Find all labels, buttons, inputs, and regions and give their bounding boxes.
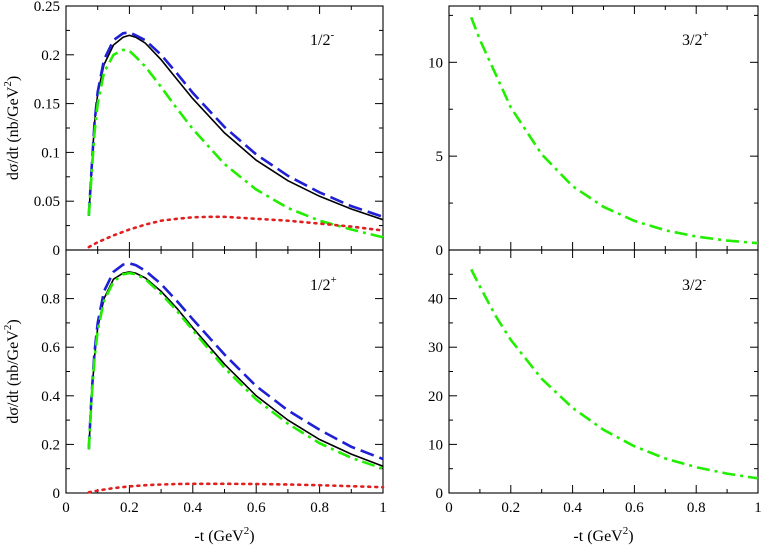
series-line-dashdot [469, 16, 759, 245]
panel-top-left: 0 0.05 0.1 0.15 0.2 0.25 1/2- dσ/dt (nb/GeV2) [2, 0, 385, 259]
x-tick-label: 0.6 [247, 500, 266, 516]
series-line-dashed [87, 262, 384, 461]
y-tick-label: 0 [436, 486, 444, 502]
x-axis-label: -t (GeV2) [573, 525, 633, 545]
panel-bottom-left: 0 0.2 0.4 0.6 0.8 1 0 0.2 0.4 0.6 0.8 1/2+ dσ/dt (nb… [2, 249, 387, 545]
x-tick-label: 0.8 [310, 500, 329, 516]
x-tick-label: 0.4 [183, 500, 202, 516]
panel-label: 3/2- [682, 274, 706, 294]
y-tick-label: 0 [53, 486, 61, 502]
y-axis-label: dσ/dt (nb/GeV2) [2, 319, 22, 423]
y-tick-label: 20 [428, 389, 443, 405]
x-tick-label: 1 [754, 500, 762, 516]
y-tick-label: 0.25 [34, 0, 60, 15]
y-tick-label: 10 [428, 55, 443, 71]
y-tick-label: 0.4 [41, 389, 60, 405]
y-tick-label: 0.2 [41, 48, 60, 64]
series-line-dashdot [87, 48, 384, 239]
plot-frame [448, 5, 759, 251]
plot-frame [65, 249, 384, 494]
y-tick-label: 5 [436, 149, 444, 165]
y-tick-label: 10 [428, 437, 443, 453]
y-tick-label: 0.1 [41, 145, 60, 161]
series-line-solid [88, 34, 384, 221]
y-tick-label: 40 [428, 292, 443, 308]
panel-label: 1/2+ [310, 274, 337, 294]
panel-label: 3/2+ [682, 29, 709, 49]
y-tick-label: 0 [53, 243, 61, 259]
y-tick-label: 0.2 [41, 437, 60, 453]
series-line-dashdot [87, 271, 384, 470]
panel-top-right: 0 5 10 3/2+ [428, 5, 759, 259]
x-axis-label: -t (GeV2) [194, 525, 254, 545]
plot-frame [448, 249, 759, 494]
series-line-dotted [87, 482, 385, 494]
x-tick-label: 0.2 [501, 500, 520, 516]
y-tick-label: 0 [436, 243, 444, 259]
series-line-dashed [87, 31, 384, 219]
x-tick-label: 0.2 [120, 500, 139, 516]
x-tick-label: 0.6 [625, 500, 644, 516]
series-line-solid [88, 271, 384, 468]
y-tick-label: 30 [428, 340, 443, 356]
y-tick-label: 0.6 [41, 340, 60, 356]
x-tick-label: 0 [62, 500, 70, 516]
series-line-dashdot [470, 268, 759, 480]
series-line-dotted [87, 215, 385, 249]
x-tick-label: 0.4 [563, 500, 582, 516]
y-tick-label: 0.05 [34, 194, 60, 210]
y-axis-label: dσ/dt (nb/GeV2) [2, 76, 22, 180]
x-tick-label: 1 [379, 500, 387, 516]
y-tick-label: 0.8 [41, 292, 60, 308]
y-tick-label: 0.15 [34, 97, 60, 113]
x-tick-label: 0 [445, 500, 453, 516]
x-tick-label: 0.8 [687, 500, 706, 516]
panel-label: 1/2- [310, 29, 334, 49]
